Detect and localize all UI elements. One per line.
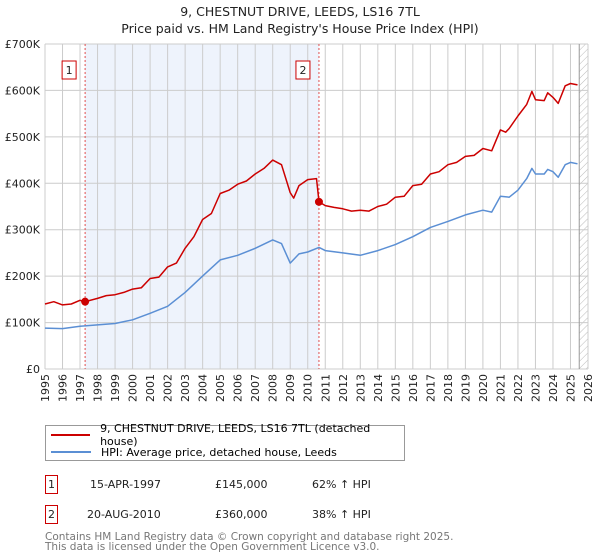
transaction-hpi-diff: 38% ↑ HPI [312, 508, 371, 521]
x-tick-label: 2002 [162, 374, 175, 402]
y-tick-label: £400K [5, 177, 41, 190]
x-tick-label: 2017 [424, 374, 437, 402]
x-tick-label: 2022 [512, 374, 525, 402]
y-tick-label: £200K [5, 270, 41, 283]
x-tick-label: 1996 [57, 374, 70, 402]
x-tick-label: 2011 [319, 374, 332, 402]
legend-item-hpi: HPI: Average price, detached house, Leed… [51, 444, 337, 460]
footer-licence: This data is licensed under the Open Gov… [45, 541, 380, 553]
x-tick-label: 1999 [109, 374, 122, 402]
legend-swatch-hpi [51, 451, 91, 453]
sale-label: 2 [299, 64, 306, 77]
x-tick-label: 2025 [564, 374, 577, 402]
legend-swatch-property [51, 434, 91, 436]
legend-item-property: 9, CHESTNUT DRIVE, LEEDS, LS16 7TL (deta… [51, 422, 404, 448]
y-tick-label: £600K [5, 84, 41, 97]
sale-label-box [295, 60, 311, 80]
sale-point [81, 297, 90, 306]
forecast-hatch [579, 44, 588, 369]
x-tick-label: 2026 [582, 374, 595, 402]
transaction-number-badge: 2 [45, 505, 58, 524]
legend-label-hpi: HPI: Average price, detached house, Leed… [101, 445, 337, 459]
x-tick-label: 2018 [442, 374, 455, 402]
transaction-date: 15-APR-1997 [90, 478, 162, 491]
y-tick-label: £700K [5, 38, 41, 51]
transaction-row: 1 15-APR-1997 £145,000 62% ↑ HPI [45, 475, 465, 495]
transaction-hpi-diff: 62% ↑ HPI [312, 478, 371, 491]
chart-title: 9, CHESTNUT DRIVE, LEEDS, LS16 7TL [180, 4, 420, 19]
y-tick-label: £300K [5, 224, 41, 237]
x-tick-label: 2012 [337, 374, 350, 402]
transaction-number-badge: 1 [45, 475, 58, 494]
hpi-line [44, 161, 578, 330]
sale-label: 1 [66, 64, 73, 77]
transaction-date: 20-AUG-2010 [87, 508, 161, 521]
x-tick-label: 2004 [197, 374, 210, 402]
footer-copyright: Contains HM Land Registry data © Crown c… [45, 531, 454, 543]
x-tick-label: 1997 [74, 374, 87, 402]
y-tick-label: £0 [26, 363, 40, 376]
x-tick-label: 2005 [214, 374, 227, 402]
transaction-price: £360,000 [215, 508, 268, 521]
price-chart: 1995 1996 1997 1998 1999 2000 2001 2002 2003 2004… [5, 38, 595, 402]
x-tick-label: 2021 [494, 374, 507, 402]
x-tick-label: 1995 [39, 374, 52, 402]
sale-label-box [61, 60, 77, 80]
x-tick-label: 2000 [127, 374, 140, 402]
x-tick-label: 2024 [547, 374, 560, 402]
x-tick-label: 2019 [459, 374, 472, 402]
x-tick-label: 2010 [302, 374, 315, 402]
chart-legend: 9, CHESTNUT DRIVE, LEEDS, LS16 7TL (deta… [45, 422, 405, 461]
x-tick-label: 2013 [354, 374, 367, 402]
x-tick-label: 1998 [92, 374, 105, 402]
transaction-row: 2 20-AUG-2010 £360,000 38% ↑ HPI [45, 505, 465, 525]
transaction-price: £145,000 [215, 478, 268, 491]
x-tick-label: 2020 [477, 374, 490, 402]
x-tick-label: 2007 [249, 374, 262, 402]
x-tick-label: 2014 [372, 374, 385, 402]
y-tick-label: £500K [5, 131, 41, 144]
x-tick-label: 2006 [232, 374, 245, 402]
chart-subtitle: Price paid vs. HM Land Registry's House … [121, 21, 479, 36]
x-tick-label: 2023 [529, 374, 542, 402]
x-tick-label: 2009 [284, 374, 297, 402]
shaded-ownership-period [85, 44, 319, 369]
legend-label-property: 9, CHESTNUT DRIVE, LEEDS, LS16 7TL (deta… [100, 422, 371, 448]
x-tick-label: 2003 [179, 374, 192, 402]
sale-point [314, 197, 323, 206]
x-tick-label: 2016 [407, 374, 420, 402]
x-tick-label: 2015 [389, 374, 402, 402]
x-tick-label: 2001 [144, 374, 157, 402]
y-tick-label: £100K [5, 317, 41, 330]
x-tick-label: 2008 [267, 374, 280, 402]
